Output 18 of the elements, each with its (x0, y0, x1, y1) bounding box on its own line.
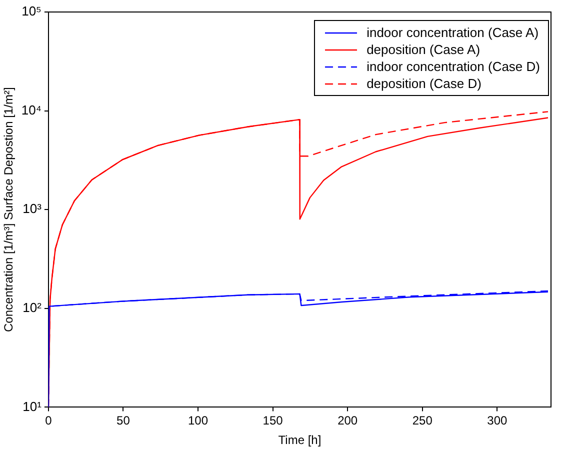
x-tick-label: 300 (487, 414, 508, 428)
legend-label: deposition (Case D) (366, 76, 482, 91)
x-tick-label: 150 (262, 414, 284, 428)
y-tick-label: 10⁵ (22, 4, 42, 19)
y-tick-label: 10¹ (22, 398, 42, 414)
x-tick-label: 100 (188, 414, 208, 428)
y-tick-label: 10³ (22, 201, 42, 216)
y-axis-title: Concentration [1/m³] Surface Depostion [1/m²] (2, 87, 16, 332)
x-axis-title: Time [h] (278, 433, 322, 448)
legend-label: indoor concentration (Case D) (366, 59, 540, 74)
legend-label: deposition (Case A) (366, 42, 480, 57)
x-tick-label: 200 (338, 414, 358, 428)
x-tick-label: 250 (412, 414, 433, 428)
legend-label: indoor concentration (Case A) (366, 25, 539, 40)
x-tick-label: 0 (45, 414, 52, 428)
y-tick-label: 10² (22, 300, 42, 315)
x-tick-label: 50 (116, 414, 130, 428)
y-tick-label: 10⁴ (21, 102, 42, 118)
